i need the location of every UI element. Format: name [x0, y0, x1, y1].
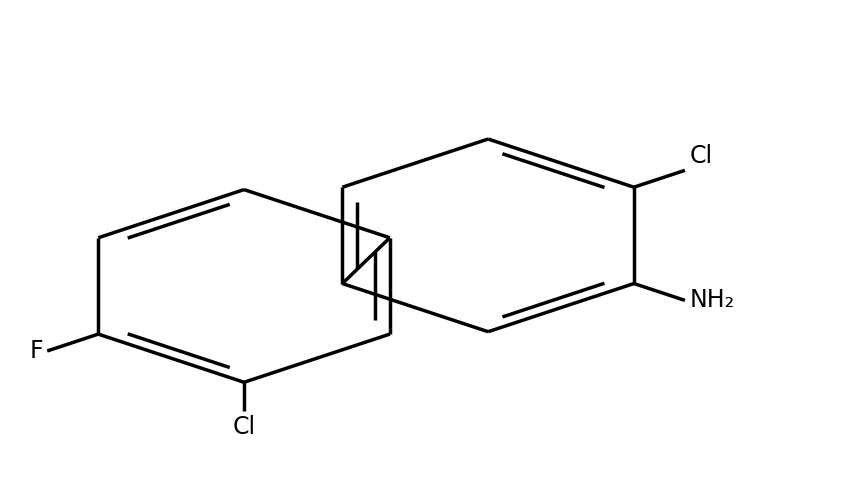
Text: Cl: Cl: [689, 144, 712, 168]
Text: NH₂: NH₂: [689, 289, 734, 313]
Text: Cl: Cl: [233, 415, 256, 439]
Text: F: F: [30, 339, 43, 363]
